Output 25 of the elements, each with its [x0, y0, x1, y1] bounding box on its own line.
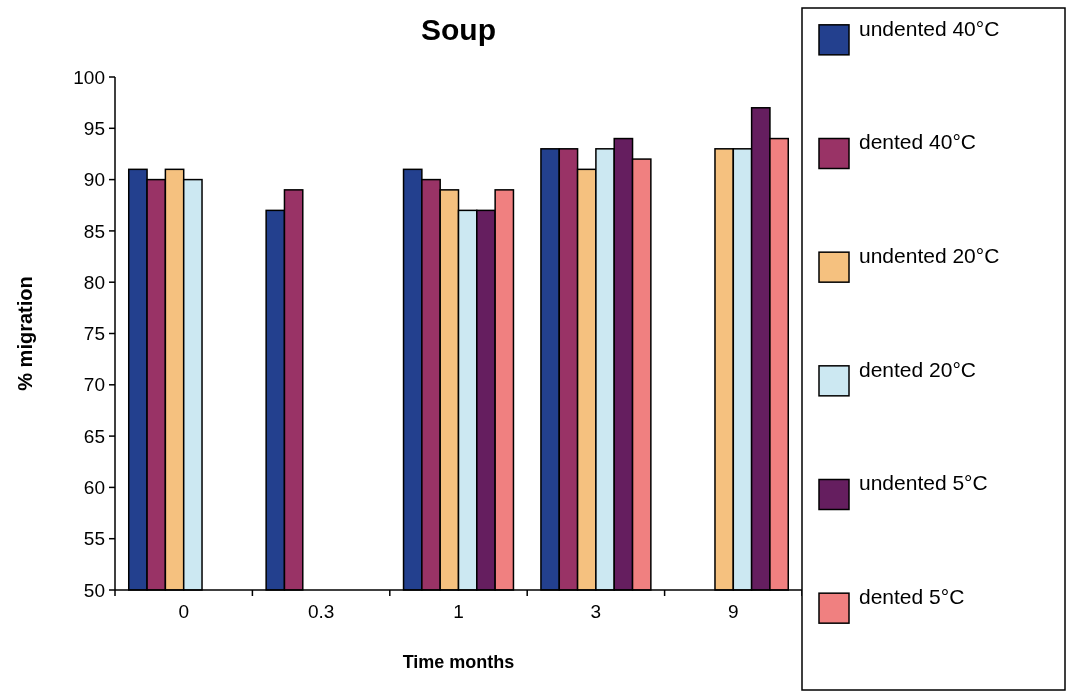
x-tick-label: 0	[178, 601, 189, 622]
legend-label: undented 5°C	[859, 471, 988, 495]
y-tick-label: 80	[83, 271, 105, 293]
legend-label: dented 20°C	[859, 357, 976, 381]
y-tick-label: 75	[83, 323, 105, 345]
legend-label: undented 20°C	[859, 243, 1000, 267]
y-tick-label: 55	[83, 528, 105, 550]
legend-label: dented 5°C	[859, 584, 965, 608]
y-tick-label: 85	[83, 220, 105, 242]
x-tick-label: 9	[728, 601, 739, 622]
y-tick-label: 100	[73, 66, 105, 88]
x-tick-label: 3	[590, 601, 602, 622]
x-tick-label: 1	[453, 601, 464, 622]
y-tick-label: 95	[83, 117, 105, 139]
x-tick-label: 0.3	[307, 601, 335, 622]
y-tick-label: 90	[83, 169, 105, 191]
y-tick-label: 70	[83, 374, 105, 396]
y-tick-label: 65	[83, 425, 105, 447]
y-axis-title: % migration	[14, 276, 36, 391]
chart-title: Soup	[421, 13, 496, 46]
y-tick-label: 60	[83, 477, 105, 499]
legend-label: dented 40°C	[859, 130, 976, 154]
x-axis-title: Time months	[402, 652, 515, 672]
y-tick-label: 50	[83, 579, 105, 601]
legend-label: undented 40°C	[859, 16, 1000, 40]
